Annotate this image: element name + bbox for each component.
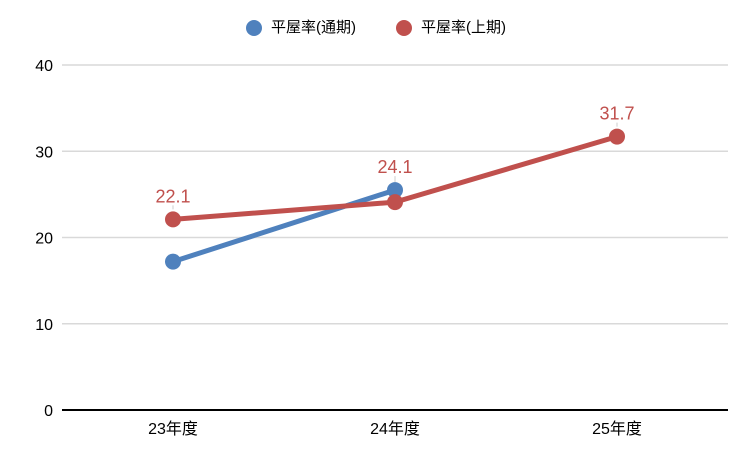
legend-dot-icon — [396, 20, 412, 36]
data-point-series-1[interactable] — [165, 211, 181, 228]
legend-dot-icon — [246, 20, 262, 36]
chart-legend: 平屋率(通期) 平屋率(上期) — [0, 20, 752, 36]
y-tick-label: 40 — [35, 58, 53, 75]
data-point-series-1[interactable] — [387, 194, 403, 211]
data-label: 31.7 — [599, 104, 634, 124]
data-label: 24.1 — [377, 157, 412, 177]
data-point-series-0[interactable] — [387, 182, 403, 199]
y-tick-label: 30 — [35, 144, 53, 161]
data-label: 22.1 — [155, 186, 190, 206]
series-line-0 — [170, 187, 398, 265]
y-tick-label: 0 — [44, 403, 53, 420]
data-point-series-1[interactable] — [609, 128, 625, 145]
legend-item-kamiki[interactable]: 平屋率(上期) — [396, 20, 506, 36]
legend-item-tsuuki[interactable]: 平屋率(通期) — [246, 20, 356, 36]
y-tick-label: 10 — [35, 317, 53, 334]
legend-label: 平屋率(通期) — [271, 19, 356, 36]
data-point-series-0[interactable] — [165, 253, 181, 270]
x-tick-label: 24年度 — [370, 420, 420, 438]
x-tick-label: 25年度 — [592, 420, 642, 438]
x-tick-label: 23年度 — [148, 420, 198, 438]
y-tick-label: 20 — [35, 231, 53, 248]
legend-label: 平屋率(上期) — [421, 19, 506, 36]
